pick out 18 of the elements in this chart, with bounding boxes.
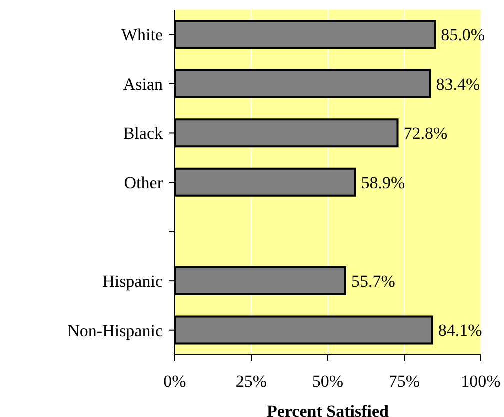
data-label: 58.9%	[361, 173, 406, 192]
data-label: 83.4%	[436, 74, 480, 94]
y-tick-label: Asian	[123, 74, 164, 94]
x-axis-title: Percent Satisfied	[267, 402, 390, 417]
y-tick-label: Hispanic	[102, 272, 164, 292]
data-label: 84.1%	[438, 321, 482, 340]
data-label: 85.0%	[441, 26, 486, 45]
x-tick-label: 0%	[164, 372, 186, 392]
x-tick-label: 100%	[461, 372, 501, 392]
data-label: 55.7%	[351, 272, 396, 291]
y-tick-label: Non-Hispanic	[68, 321, 164, 340]
y-tick-label: Black	[123, 124, 164, 144]
x-tick-label: 25%	[236, 372, 268, 392]
y-tick-label: Other	[124, 174, 164, 193]
x-tick-label: 75%	[388, 372, 420, 392]
data-label: 72.8%	[404, 124, 448, 144]
y-tick-label: White	[121, 26, 163, 45]
x-tick-label: 50%	[312, 372, 344, 392]
